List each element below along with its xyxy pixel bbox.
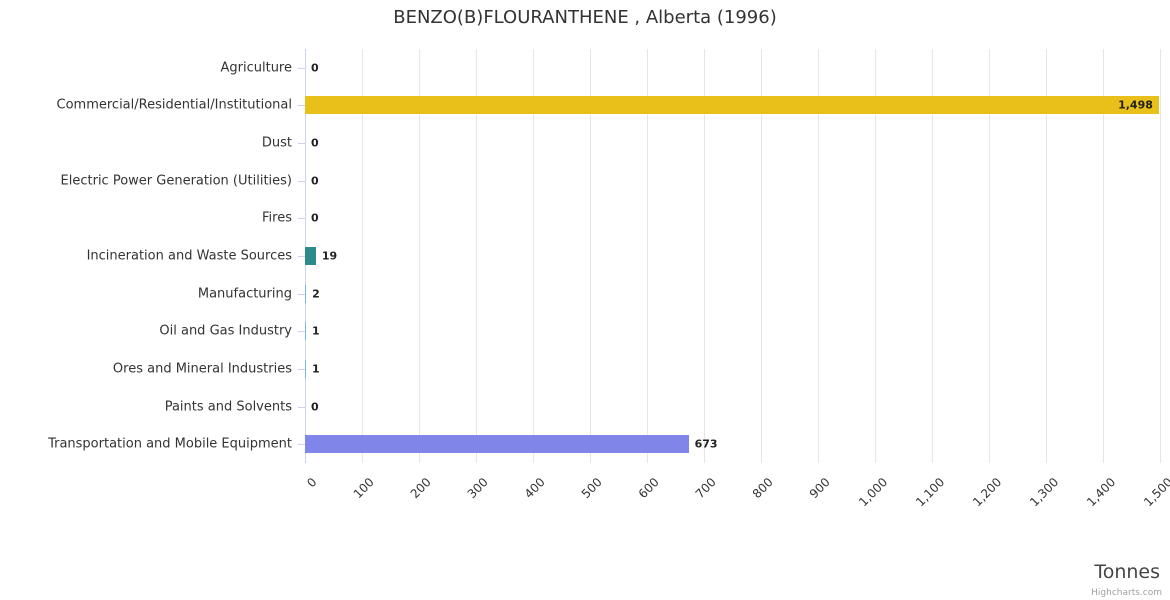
x-axis-tick-label: 700 [692,475,719,502]
category-tick [298,256,305,257]
x-axis-tick-label: 1,300 [1026,475,1061,510]
x-gridline [1103,49,1104,463]
highcharts-credit[interactable]: Highcharts.com [1091,588,1162,598]
value-label: 0 [311,61,319,75]
x-gridline [533,49,534,463]
category-tick [298,369,305,370]
x-gridline [590,49,591,463]
value-label: 673 [694,437,718,451]
category-tick [298,331,305,332]
x-axis-tick-label: 800 [749,475,776,502]
x-gridline [761,49,762,463]
x-axis-tick-label: 400 [521,475,548,502]
category-label-electric-power-generation-utilities: Electric Power Generation (Utilities) [60,173,292,189]
x-axis-tick-label: 500 [578,475,605,502]
x-gridline [362,49,363,463]
value-label: 1,498 [1118,98,1153,112]
category-label-manufacturing: Manufacturing [197,286,292,302]
value-label: 2 [312,287,320,301]
bar-incineration-and-waste-sources[interactable] [305,247,316,265]
x-axis-tick-label: 600 [635,475,662,502]
x-gridline [704,49,705,463]
x-gridline [419,49,420,463]
x-axis-tick-label: 0 [304,475,320,491]
category-tick [298,218,305,219]
x-axis-tick-label: 300 [464,475,491,502]
x-gridline [1046,49,1047,463]
x-axis-tick-label: 1,200 [969,475,1004,510]
bar-commercial-residential-institutional[interactable] [305,96,1159,114]
chart-title: BENZO(B)FLOURANTHENE , Alberta (1996) [393,7,777,28]
x-gridline [1160,49,1161,463]
category-tick [298,444,305,445]
category-label-commercial-residential-institutional: Commercial/Residential/Institutional [56,97,293,113]
bar-oil-and-gas-industry[interactable] [305,322,306,340]
x-axis-tick-label: 900 [806,475,833,502]
x-axis-tick-label: 1,400 [1083,475,1118,510]
bar-ores-and-mineral-industries[interactable] [305,360,306,378]
category-label-paints-and-solvents: Paints and Solvents [164,399,292,415]
category-tick [298,181,305,182]
value-label: 0 [311,211,319,225]
x-axis-title: Tonnes [1094,561,1160,583]
value-label: 0 [311,136,319,150]
category-label-agriculture: Agriculture [220,60,293,76]
x-axis-tick-label: 1,100 [912,475,947,510]
category-label-incineration-and-waste-sources: Incineration and Waste Sources [86,248,292,264]
value-label: 0 [311,174,319,188]
value-label: 19 [321,249,338,263]
x-axis-tick-label: 100 [350,475,377,502]
category-tick [298,143,305,144]
category-tick [298,105,305,106]
x-gridline [818,49,819,463]
x-gridline [476,49,477,463]
category-label-ores-and-mineral-industries: Ores and Mineral Industries [112,361,292,377]
category-label-fires: Fires [262,210,292,226]
value-label: 1 [312,324,320,338]
x-gridline [875,49,876,463]
category-tick [298,68,305,69]
bar-manufacturing[interactable] [305,285,307,303]
x-gridline [647,49,648,463]
category-label-oil-and-gas-industry: Oil and Gas Industry [159,323,292,339]
value-label: 0 [311,400,319,414]
x-axis-tick-label: 1,500 [1140,475,1170,510]
category-label-transportation-and-mobile-equipment: Transportation and Mobile Equipment [48,436,292,452]
value-label: 1 [312,362,320,376]
x-gridline [932,49,933,463]
category-tick [298,294,305,295]
category-label-dust: Dust [261,135,292,151]
x-gridline [989,49,990,463]
bar-transportation-and-mobile-equipment[interactable] [305,435,689,453]
x-axis-tick-label: 1,000 [855,475,890,510]
category-tick [298,407,305,408]
x-axis-tick-label: 200 [407,475,434,502]
